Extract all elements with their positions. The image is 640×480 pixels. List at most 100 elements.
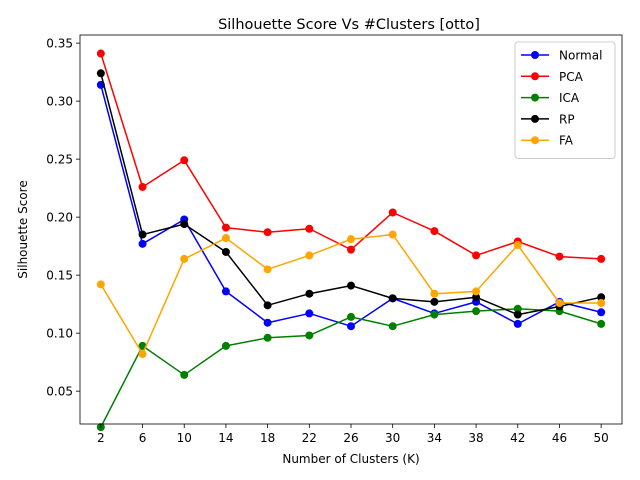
x-tick-label: 18 xyxy=(260,431,275,445)
legend-item-pca: PCA xyxy=(521,70,584,84)
data-point-rp xyxy=(263,301,272,310)
data-point-fa xyxy=(472,287,481,296)
data-point-pca xyxy=(180,156,189,165)
data-point-rp xyxy=(221,247,230,256)
data-point-rp xyxy=(180,220,189,229)
x-tick-label: 34 xyxy=(427,431,442,445)
data-point-rp xyxy=(472,293,481,302)
data-point-rp xyxy=(388,294,397,303)
data-point-fa xyxy=(180,254,189,263)
data-point-fa xyxy=(138,350,147,359)
y-tick-label: 0.25 xyxy=(46,152,73,166)
data-point-fa xyxy=(597,298,606,307)
data-point-fa xyxy=(347,235,355,244)
y-tick-label: 0.20 xyxy=(46,210,73,224)
data-point-rp xyxy=(96,69,105,78)
legend-label: FA xyxy=(559,134,574,148)
data-point-pca xyxy=(96,49,105,58)
legend-label: ICA xyxy=(559,91,580,105)
data-point-ica xyxy=(472,307,481,316)
data-point-ica xyxy=(263,333,272,342)
data-point-normal xyxy=(263,318,272,327)
x-tick-label: 6 xyxy=(139,431,147,445)
data-point-ica xyxy=(513,304,522,313)
data-point-fa xyxy=(305,251,314,260)
series-rp xyxy=(96,69,606,319)
x-tick-label: 26 xyxy=(343,431,358,445)
data-point-rp xyxy=(138,230,147,239)
data-point-pca xyxy=(555,252,564,261)
legend-swatch-marker xyxy=(531,114,539,123)
legend-box xyxy=(514,41,616,159)
legend-swatch-marker xyxy=(531,51,539,59)
data-point-pca xyxy=(305,224,314,233)
x-tick-label: 50 xyxy=(594,431,609,445)
legend-label: PCA xyxy=(559,70,584,84)
data-point-normal xyxy=(305,309,314,318)
legend-swatch-marker xyxy=(531,93,539,102)
data-point-ica xyxy=(597,319,606,328)
series-layer xyxy=(96,49,606,432)
legend-item-rp: RP xyxy=(521,112,575,126)
data-point-fa xyxy=(96,280,105,289)
data-point-pca xyxy=(388,208,397,217)
data-point-pca xyxy=(472,251,481,260)
x-tick-label: 2 xyxy=(97,431,105,445)
data-point-pca xyxy=(597,254,606,263)
data-point-rp xyxy=(305,289,314,298)
legend-swatch-marker xyxy=(531,136,539,145)
x-tick-label: 10 xyxy=(177,431,192,445)
data-point-fa xyxy=(555,298,564,307)
y-axis: 0.05 0.10 0.15 0.20 0.25 0.30 0.35 xyxy=(46,36,80,398)
data-point-ica xyxy=(221,341,230,350)
data-point-fa xyxy=(263,265,272,274)
x-tick-label: 38 xyxy=(468,431,483,445)
series-fa xyxy=(96,230,606,359)
x-tick-label: 22 xyxy=(302,431,317,445)
data-point-ica xyxy=(180,370,189,379)
data-point-pca xyxy=(263,228,272,237)
legend-item-ica: ICA xyxy=(521,91,580,105)
data-point-normal xyxy=(221,287,230,296)
y-tick-label: 0.15 xyxy=(46,268,73,282)
y-tick-label: 0.30 xyxy=(46,94,73,108)
legend-label: Normal xyxy=(559,49,602,63)
data-point-normal xyxy=(138,239,147,248)
data-point-fa xyxy=(221,234,230,243)
data-point-pca xyxy=(138,182,147,191)
legend: Normal PCA ICA RP FA xyxy=(514,41,616,159)
data-point-pca xyxy=(430,227,439,236)
data-point-normal xyxy=(347,322,355,331)
data-point-pca xyxy=(221,223,230,232)
data-point-rp xyxy=(513,310,522,319)
x-axis: 2 6 10 14 18 22 26 30 34 38 42 46 50 xyxy=(97,424,609,445)
y-axis-label: Silhouette Score xyxy=(16,180,30,278)
data-point-rp xyxy=(347,281,355,290)
data-point-rp xyxy=(430,297,439,306)
y-tick-label: 0.35 xyxy=(46,36,73,50)
x-tick-label: 46 xyxy=(552,431,567,445)
chart-title: Silhouette Score Vs #Clusters [otto] xyxy=(218,17,480,33)
data-point-pca xyxy=(347,245,355,254)
data-point-fa xyxy=(388,230,397,239)
data-point-normal xyxy=(513,319,522,328)
y-tick-label: 0.05 xyxy=(46,384,73,398)
legend-swatch-marker xyxy=(531,72,539,81)
data-point-fa xyxy=(513,240,522,249)
data-point-ica xyxy=(388,322,397,331)
legend-item-fa: FA xyxy=(521,134,574,148)
x-tick-label: 14 xyxy=(218,431,233,445)
x-tick-label: 30 xyxy=(385,431,400,445)
data-point-ica xyxy=(305,331,314,340)
data-point-fa xyxy=(430,289,439,298)
data-point-ica xyxy=(347,312,355,321)
legend-label: RP xyxy=(559,112,575,126)
y-tick-label: 0.10 xyxy=(46,326,73,340)
x-axis-label: Number of Clusters (K) xyxy=(282,452,419,466)
data-point-rp xyxy=(597,293,606,302)
data-point-normal xyxy=(597,308,606,317)
data-point-ica xyxy=(430,310,439,319)
legend-item-normal: Normal xyxy=(521,49,602,63)
x-tick-label: 42 xyxy=(510,431,525,445)
